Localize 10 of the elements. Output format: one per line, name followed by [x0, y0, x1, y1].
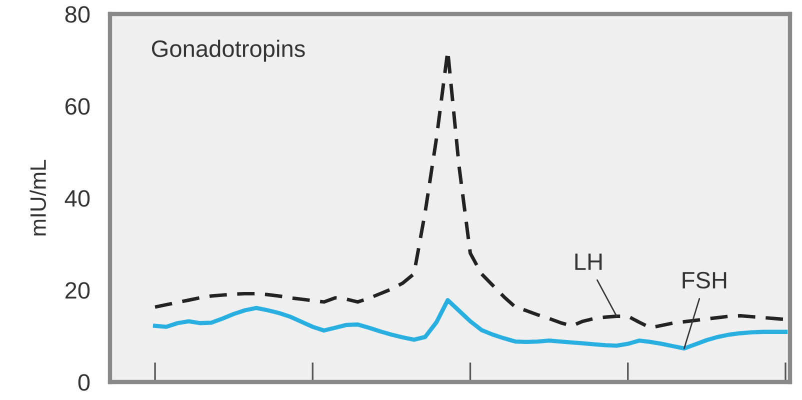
y-tick-label: 80: [65, 6, 90, 23]
y-axis-title: mIU/mL: [30, 160, 46, 236]
line-series: [152, 298, 788, 351]
y-tick-label: 0: [78, 374, 90, 391]
y-tick-label: 60: [65, 98, 90, 115]
text: LH: [575, 254, 602, 270]
y-tick-label: 20: [65, 282, 90, 299]
y-tick-label: 40: [64, 190, 90, 207]
text: Gonadotropins: [152, 40, 305, 62]
series-label: FSH: [682, 272, 726, 289]
